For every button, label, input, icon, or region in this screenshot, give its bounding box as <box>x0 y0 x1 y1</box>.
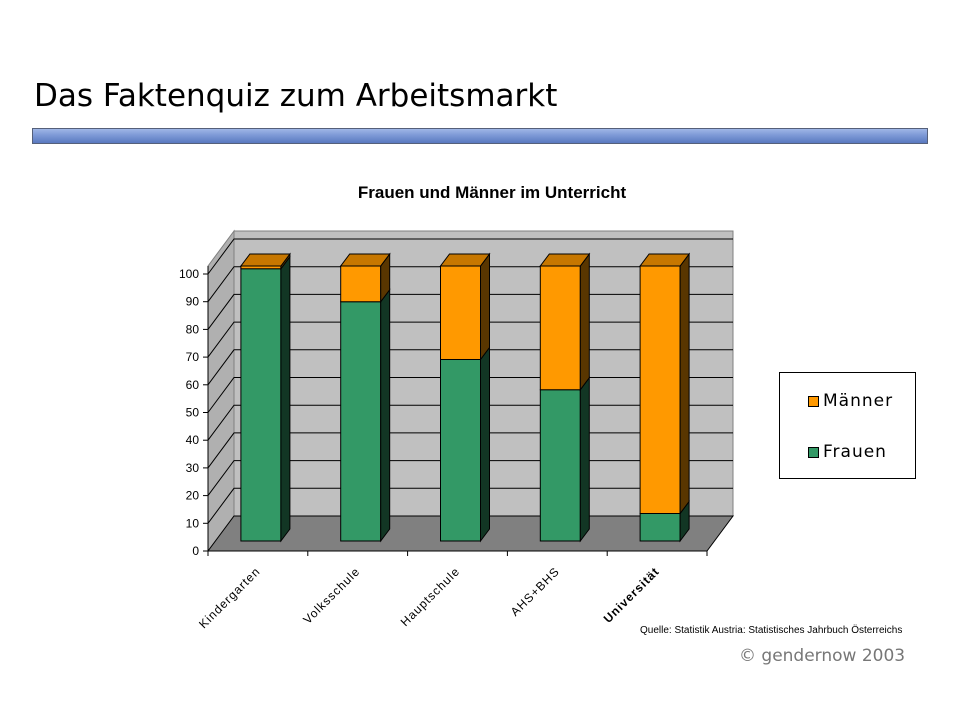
bar-männer-front <box>440 265 481 360</box>
y-tick-label: 100 <box>179 267 199 281</box>
bar-frauen-front <box>639 513 681 542</box>
y-tick-label: 70 <box>186 350 200 364</box>
y-tick-label: 0 <box>192 544 199 558</box>
bar-frauen-front <box>440 359 481 542</box>
x-category-label: AHS+BHS <box>508 564 563 619</box>
bar-frauen-side <box>579 376 590 543</box>
x-category-label: Volksschule <box>300 564 362 626</box>
chart-legend: Männer Frauen <box>779 372 916 479</box>
y-tick-label: 10 <box>186 516 200 530</box>
chart-title: Frauen und Männer im Unterricht <box>358 183 627 202</box>
copyright-symbol: © <box>739 646 756 666</box>
legend-swatch-maenner <box>808 395 819 407</box>
y-tick-label: 30 <box>186 461 200 475</box>
bar-männer-top <box>539 253 591 267</box>
bar-frauen-side <box>280 255 291 543</box>
bar-männer-front <box>340 265 382 303</box>
bar-männer-top <box>239 253 291 267</box>
bar-männer-top <box>339 253 391 267</box>
title-rule <box>32 128 928 144</box>
bar-frauen-side <box>380 288 391 543</box>
source-note: Quelle: Statistik Austria: Statistisches… <box>640 625 903 636</box>
x-category-label: Universität <box>601 564 663 626</box>
legend-label-frauen: Frauen <box>823 442 887 462</box>
y-tick-label: 20 <box>186 489 200 503</box>
legend-label-maenner: Männer <box>823 391 894 411</box>
y-tick-label: 90 <box>186 295 200 309</box>
bar-frauen-side <box>480 346 490 543</box>
bar-männer-top <box>439 253 491 267</box>
bar-frauen-front <box>240 268 282 542</box>
bar-männer-side <box>679 252 690 515</box>
legend-item-frauen: Frauen <box>808 442 887 462</box>
x-category-label: Hauptschule <box>398 564 463 629</box>
bar-frauen-front <box>539 389 581 542</box>
bar-männer-front <box>539 265 581 391</box>
bar-frauen-front <box>340 301 382 542</box>
plot-area: 0 10 20 30 40 50 60 70 80 90 100 Kindergarten Volkss… <box>179 229 734 631</box>
bar-männer-side <box>480 252 490 361</box>
copyright-text: gendernow 2003 <box>761 646 906 666</box>
x-category-label: Kindergarten <box>196 564 263 631</box>
y-tick-label: 50 <box>186 406 200 420</box>
slide-title: Das Faktenquiz zum Arbeitsmarkt <box>34 78 558 114</box>
gridline <box>207 238 733 275</box>
bar-männer-side <box>579 252 590 392</box>
legend-swatch-frauen <box>808 446 819 458</box>
legend-item-maenner: Männer <box>808 391 893 411</box>
y-tick-label: 40 <box>186 433 200 447</box>
chart-side-wall <box>207 229 235 553</box>
copyright-note: © gendernow 2003 <box>739 646 905 666</box>
y-tick-label: 60 <box>186 378 200 392</box>
bar-männer-top <box>639 253 691 267</box>
y-tick-label: 80 <box>186 322 200 336</box>
bar-männer-front <box>639 265 681 514</box>
